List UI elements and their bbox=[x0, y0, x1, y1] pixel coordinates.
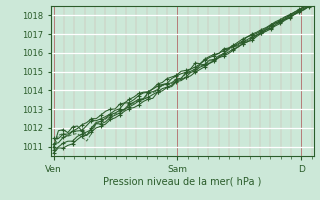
X-axis label: Pression niveau de la mer( hPa ): Pression niveau de la mer( hPa ) bbox=[103, 177, 261, 187]
